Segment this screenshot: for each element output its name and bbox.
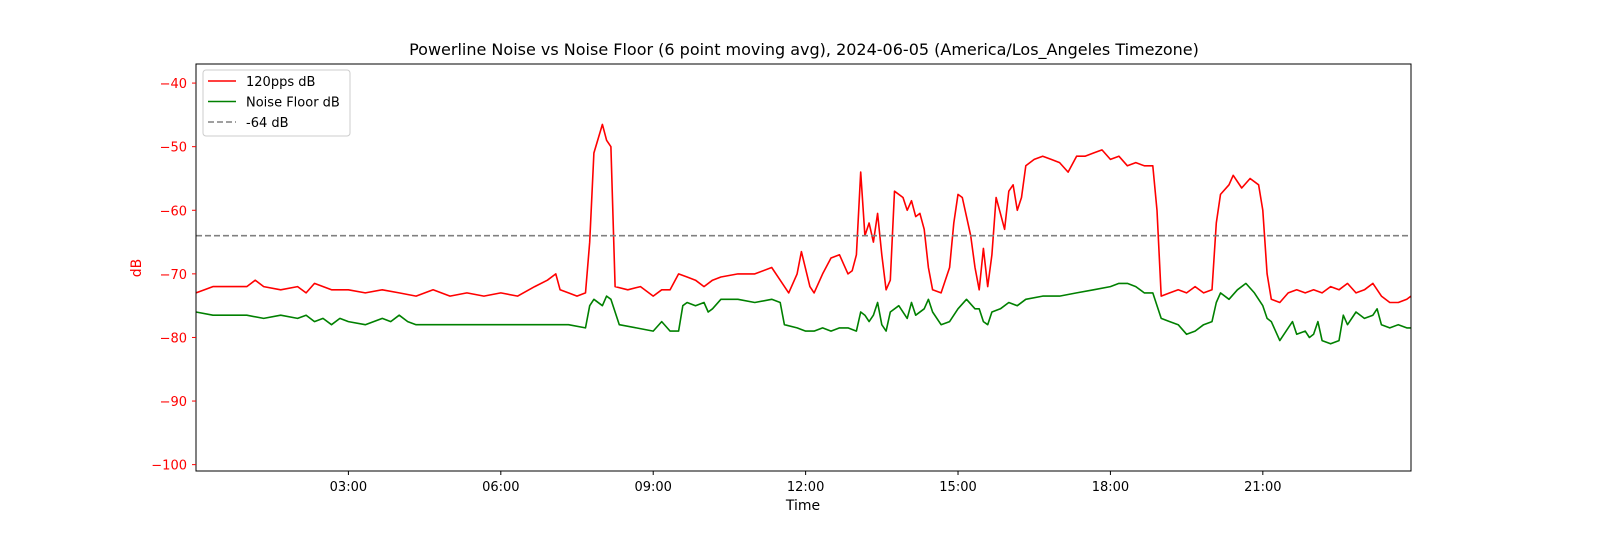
y-tick-label: −50 bbox=[160, 141, 187, 156]
chart-title: Powerline Noise vs Noise Floor (6 point … bbox=[409, 40, 1199, 60]
series-line-0 bbox=[195, 123, 1412, 304]
y-tick-label: −100 bbox=[151, 459, 187, 474]
y-tick-label: −80 bbox=[160, 331, 187, 346]
x-tick-label: 21:00 bbox=[1244, 480, 1281, 495]
y-tick-label: −90 bbox=[160, 395, 187, 410]
x-axis: 03:00 06:00 09:00 12:00 15:00 18:00 21:00 bbox=[330, 471, 1282, 495]
y-tick-label: −40 bbox=[160, 77, 187, 92]
plot-frame bbox=[195, 63, 1412, 472]
x-axis-label: Time bbox=[785, 498, 820, 514]
series-line-1 bbox=[195, 282, 1411, 345]
x-tick-label: 09:00 bbox=[634, 480, 671, 495]
legend-label: Noise Floor dB bbox=[246, 96, 340, 111]
legend-box bbox=[202, 69, 351, 137]
legend-label: 120pps dB bbox=[246, 75, 315, 90]
x-tick-label: 15:00 bbox=[939, 480, 976, 495]
x-tick-label: 18:00 bbox=[1092, 480, 1129, 495]
x-tick-label: 06:00 bbox=[482, 480, 519, 495]
y-tick-label: −60 bbox=[160, 204, 187, 219]
plot-lines bbox=[195, 123, 1412, 345]
legend: 120pps dB Noise Floor dB -64 dB bbox=[202, 69, 351, 137]
x-tick-label: 12:00 bbox=[787, 480, 824, 495]
y-axis-label: dB bbox=[129, 259, 145, 278]
y-tick-label: −70 bbox=[160, 268, 187, 283]
x-tick-label: 03:00 bbox=[330, 480, 367, 495]
y-axis: −100 −90 −80 −70 −60 −50 −40 bbox=[151, 77, 196, 474]
legend-label: -64 dB bbox=[246, 116, 289, 131]
